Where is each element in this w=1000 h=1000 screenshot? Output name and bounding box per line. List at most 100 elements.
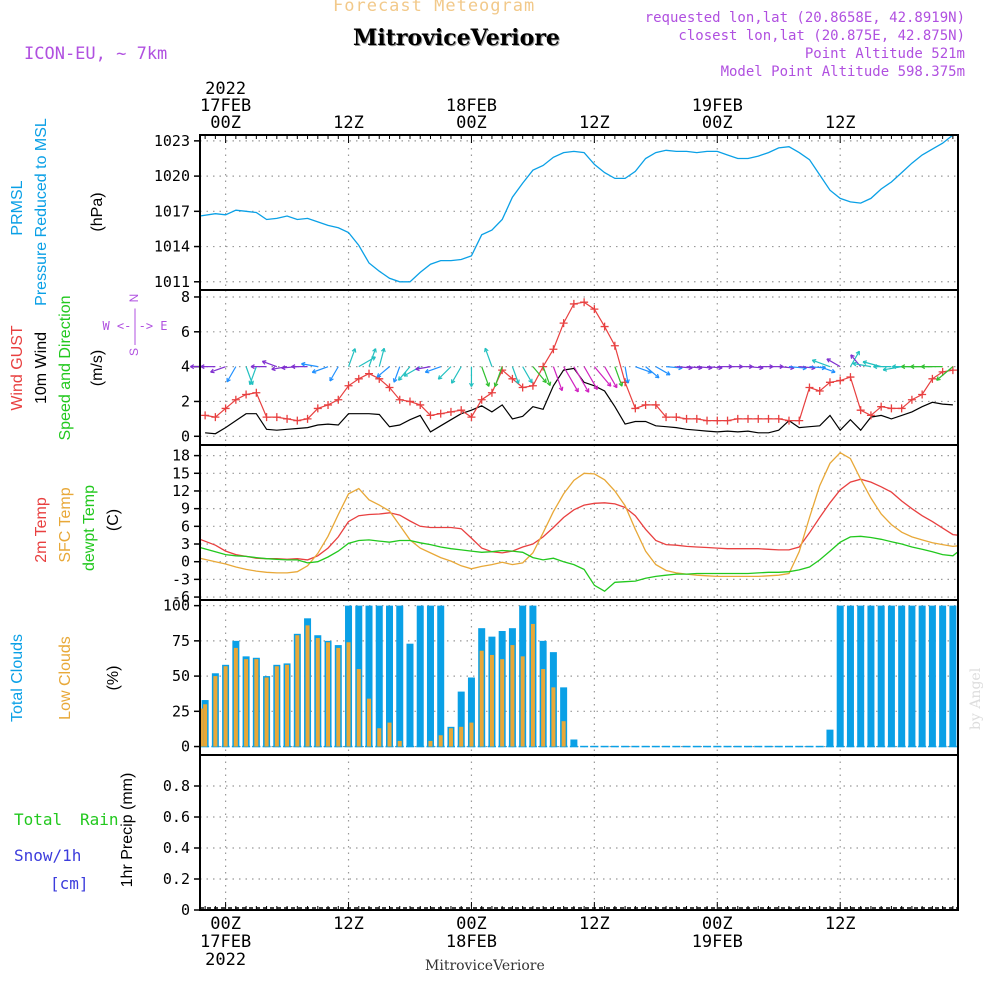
bar-low-clouds <box>489 654 494 747</box>
gust-marker <box>457 406 466 415</box>
gust-marker <box>805 383 814 392</box>
time-label-top: 12Z <box>825 113 856 133</box>
bar-total-clouds <box>570 739 578 747</box>
wind-arrow <box>696 366 713 369</box>
y-tick-label: 1014 <box>154 238 190 256</box>
bar-total-clouds <box>887 605 895 747</box>
bar-low-clouds <box>428 740 433 747</box>
bar-low-clouds <box>469 722 474 747</box>
gust-marker <box>283 414 292 423</box>
gust-marker <box>631 404 640 413</box>
wind-arrow-head <box>469 382 474 387</box>
wind-arrow-head <box>351 348 357 353</box>
time-label-bottom: 12Z <box>579 914 610 934</box>
wind-arrow <box>451 366 462 384</box>
gust-marker <box>641 400 650 409</box>
gust-marker <box>703 416 712 425</box>
wind-arrow <box>676 366 693 369</box>
wind-arrow-head <box>250 364 255 370</box>
bar-total-clouds <box>416 605 424 747</box>
y-tick-label: 0 <box>181 901 190 919</box>
time-label-bottom: 00Z <box>456 914 487 934</box>
wind-arrow-head <box>882 366 888 372</box>
ylabel-precip: 1hr Precip (mm) <box>119 773 136 888</box>
gust-marker <box>426 411 435 420</box>
ylabel-prmsl: PRMSL <box>9 180 26 235</box>
model-label: ICON-EU, ~ 7km <box>24 44 168 64</box>
series-sfc-temp <box>199 451 959 578</box>
compass-n: N <box>127 294 141 303</box>
wind-arrow <box>511 366 520 384</box>
ylabel-total-clouds: Total Clouds <box>9 634 26 722</box>
bar-total-clouds <box>836 605 844 747</box>
wind-arrow-head <box>376 373 382 378</box>
legend-cm: [cm] <box>50 874 89 893</box>
y-tick-label: 0 <box>181 427 190 445</box>
y-tick-label: 9 <box>181 500 190 518</box>
wind-arrow-head <box>920 364 926 370</box>
ylabel-c: (C) <box>105 509 122 531</box>
bar-low-clouds <box>213 676 218 747</box>
y-tick-label: 1023 <box>154 132 190 150</box>
gust-marker <box>518 383 527 392</box>
wind-arrow-head <box>437 375 443 380</box>
gust-marker <box>846 373 855 382</box>
bar-total-clouds <box>908 605 916 747</box>
ylabel-percent: (%) <box>105 666 122 691</box>
bar-low-clouds <box>387 722 392 747</box>
gust-marker <box>231 395 240 404</box>
wind-arrow-head <box>301 361 306 367</box>
wind-arrow-head <box>311 368 317 374</box>
wind-arrow <box>852 362 872 368</box>
y-tick-label: 1011 <box>154 273 190 291</box>
gust-marker <box>744 414 753 423</box>
wind-arrow-head <box>372 348 377 353</box>
wind-arrow <box>271 366 288 370</box>
legend-snow: Snow/1h <box>14 846 81 865</box>
wind-arrow-head <box>811 359 817 364</box>
wind-arrow-head <box>485 382 491 387</box>
bar-total-clouds <box>846 605 854 747</box>
gust-marker <box>610 341 619 350</box>
bar-low-clouds <box>285 664 290 747</box>
wind-arrow <box>583 366 598 390</box>
wind-arrow-head <box>515 379 520 384</box>
gust-marker <box>682 414 691 423</box>
y-tick-label: 0 <box>181 738 190 756</box>
wind-arrow <box>262 360 278 368</box>
gust-marker <box>600 322 609 331</box>
gust-marker <box>672 413 681 422</box>
time-label-bottom: 2022 <box>205 950 246 970</box>
wind-arrow-head <box>892 364 897 370</box>
wind-arrow-head <box>873 364 878 370</box>
gust-marker <box>887 404 896 413</box>
gust-marker <box>784 416 793 425</box>
time-label-top: 00Z <box>702 113 733 133</box>
wind-arrow <box>522 366 533 384</box>
wind-arrow-head <box>862 360 868 365</box>
gust-marker <box>713 416 722 425</box>
wind-arrow <box>778 366 795 369</box>
gust-marker <box>416 400 425 409</box>
panel-frame <box>199 444 959 601</box>
ylabel-ms: (m/s) <box>89 350 106 386</box>
footer-location: MitroviceVeriore <box>425 958 545 974</box>
gust-marker <box>907 395 916 404</box>
gust-marker <box>928 374 937 383</box>
wind-arrow <box>249 366 257 385</box>
wind-arrow-head <box>901 364 906 370</box>
bar-low-clouds <box>264 677 269 747</box>
ylabel-gust: Wind GUST <box>9 325 26 411</box>
gust-marker <box>405 397 414 406</box>
wind-arrow <box>301 363 318 368</box>
panel-frame <box>199 289 959 446</box>
y-tick-label: 3 <box>181 535 190 553</box>
bar-low-clouds <box>326 642 331 747</box>
gust-marker <box>897 404 906 413</box>
wind-arrow <box>645 366 660 379</box>
y-tick-label: 50 <box>172 667 190 685</box>
bar-low-clouds <box>520 656 525 747</box>
bar-low-clouds <box>448 728 453 747</box>
